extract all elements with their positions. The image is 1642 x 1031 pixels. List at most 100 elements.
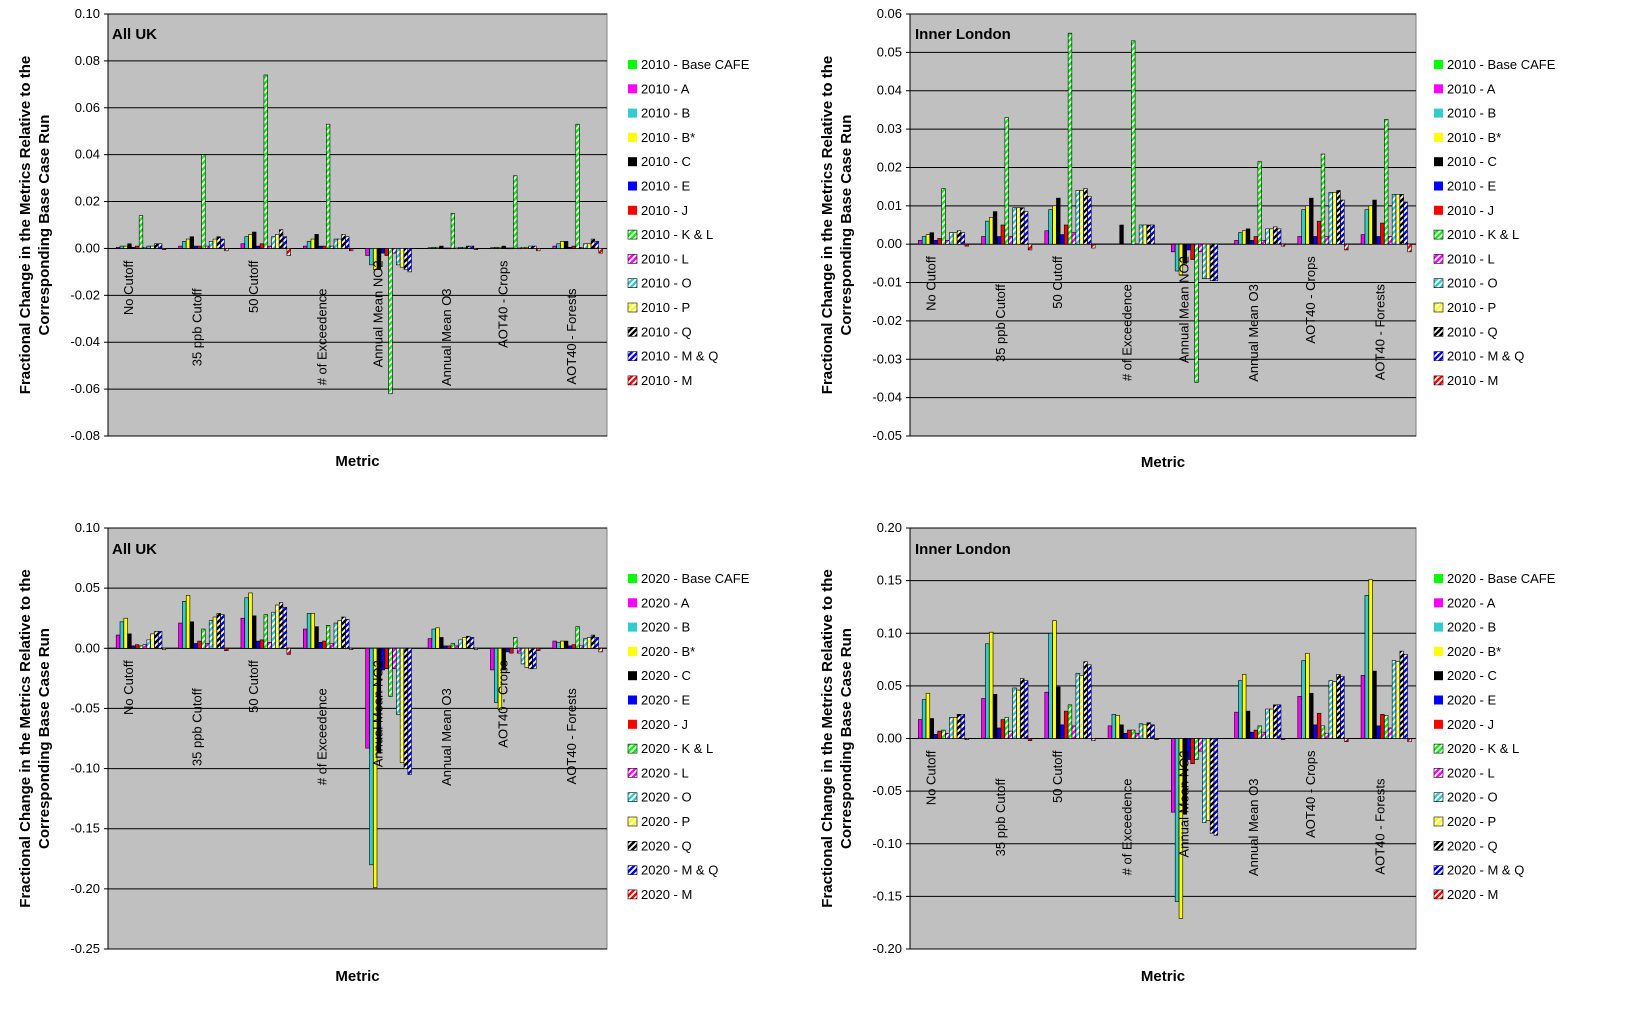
legend-entry: 2010 - J [1447,203,1494,218]
bar-2010-b [244,236,249,249]
bar-2020-q [403,647,408,769]
category-label: AOT40 - Forests [1372,284,1387,381]
bar-2020-q [1273,704,1278,739]
bar-2020-c [1309,692,1314,739]
bar-2020-m-q [1024,680,1029,739]
bar-2010-a [981,236,986,245]
bar-2010-q [1020,207,1025,245]
bar-2020-q [278,602,284,649]
bar-2020-e [1123,732,1128,739]
y-tick-label: -0.10 [70,761,100,776]
legend-entry: 2020 - O [641,790,692,805]
bar-2010-c [564,241,569,249]
bar-2010-j [1253,236,1258,245]
bar-2020-e [255,640,261,649]
bar-2010-q [216,236,221,249]
bar-2020-m-q [282,607,288,649]
bar-2020-b [1048,632,1053,739]
bar-2010-j [322,245,327,249]
legend-swatch [1433,278,1444,289]
bar-2010-q [528,245,533,249]
bar-2010-m [1091,243,1096,249]
bar-2010-p [1016,207,1021,245]
bar-2020-b- [1115,715,1120,739]
legend-entry: 2010 - M [641,373,692,388]
bar-2020-o [1012,687,1017,739]
bar-2020-l [579,645,584,649]
bar-2010-o [1265,228,1270,245]
bar-2010-l [142,246,147,249]
bar-2020-p [150,633,155,649]
bar-2020-m-q [220,614,225,649]
bar-2020-p [399,647,405,763]
bar-2020-l [1324,732,1330,739]
bar-2020-e [1249,731,1255,739]
bar-2010-q [956,230,962,245]
bar-2020-m-q [407,647,412,775]
bar-2020-b [1111,713,1116,739]
bar-2010-b- [1368,205,1373,245]
bar-2020-a [1234,711,1239,739]
bar-2020-m-q [1150,724,1155,739]
bar-2020-l [1387,727,1393,739]
bar-2010-q [1273,226,1278,245]
bar-2010-p [1332,192,1337,245]
y-tick-label: 0.03 [877,121,902,136]
bar-2020-q [1146,722,1151,739]
bar-2020-p [1332,681,1337,739]
y-tick-label: 0.10 [75,520,100,535]
bar-2020-b- [1305,652,1310,739]
legend-entry: 2020 - E [641,693,690,708]
legend-swatch [1433,768,1444,778]
bar-2010-m-q [282,236,288,249]
legend-swatch [628,132,637,142]
legend-entry: 2020 - J [1447,717,1494,732]
legend-entry: 2010 - K & L [641,227,713,242]
legend-swatch [628,622,637,632]
bar-2020-o [333,622,338,649]
category-label: AOT40 - Crops [1303,750,1318,838]
bar-2010-k-l [138,215,144,249]
legend-entry: 2010 - L [1447,251,1495,266]
bar-2010-m [1280,243,1286,247]
bar-2020-e [996,727,1002,739]
bar-2020-q [590,634,596,649]
bar-2020-m-q [1277,704,1282,739]
bar-2020-k-l [450,643,455,649]
bar-2020-m [1344,738,1349,742]
bar-2010-j [135,245,140,249]
bar-2010-m-q [158,243,163,249]
x-axis-label: Metric [1141,968,1185,985]
bar-2020-b [119,621,124,649]
category-label: AOT40 - Crops [495,660,510,748]
bar-2010-b- [497,246,503,249]
y-tick-label: 0.10 [877,625,902,640]
bar-2020-j [1316,712,1322,739]
bar-2010-p [150,245,155,249]
bar-2010-q [341,234,346,249]
bar-2010-e [1060,234,1065,245]
legend-entry: 2020 - A [641,595,690,610]
bar-2020-a [1171,738,1176,813]
bar-2010-a [303,245,308,249]
bar-2020-a [490,647,495,671]
y-tick-label: 0.00 [75,240,100,255]
legend-swatch [1434,132,1443,142]
bar-2020-b- [248,592,253,649]
bar-2020-j [1127,729,1132,739]
y-tick-label: -0.03 [872,351,902,366]
bar-2010-p [524,246,529,249]
category-label: AOT40 - Forests [564,288,579,385]
bar-2010-q [1083,188,1088,245]
category-label: AOT40 - Crops [1303,256,1318,344]
legend-swatch [627,743,638,754]
bar-2020-l [945,732,950,739]
bar-2020-q [1083,661,1088,739]
legend-entry: 2010 - P [1447,300,1496,315]
bar-2010-b- [1242,230,1247,245]
category-label: # of Exceedence [314,688,329,785]
bar-2010-q [466,245,471,249]
legend-swatch [628,671,637,681]
bar-2010-j [259,243,265,249]
legend-entry: 2020 - K & L [1447,741,1519,756]
